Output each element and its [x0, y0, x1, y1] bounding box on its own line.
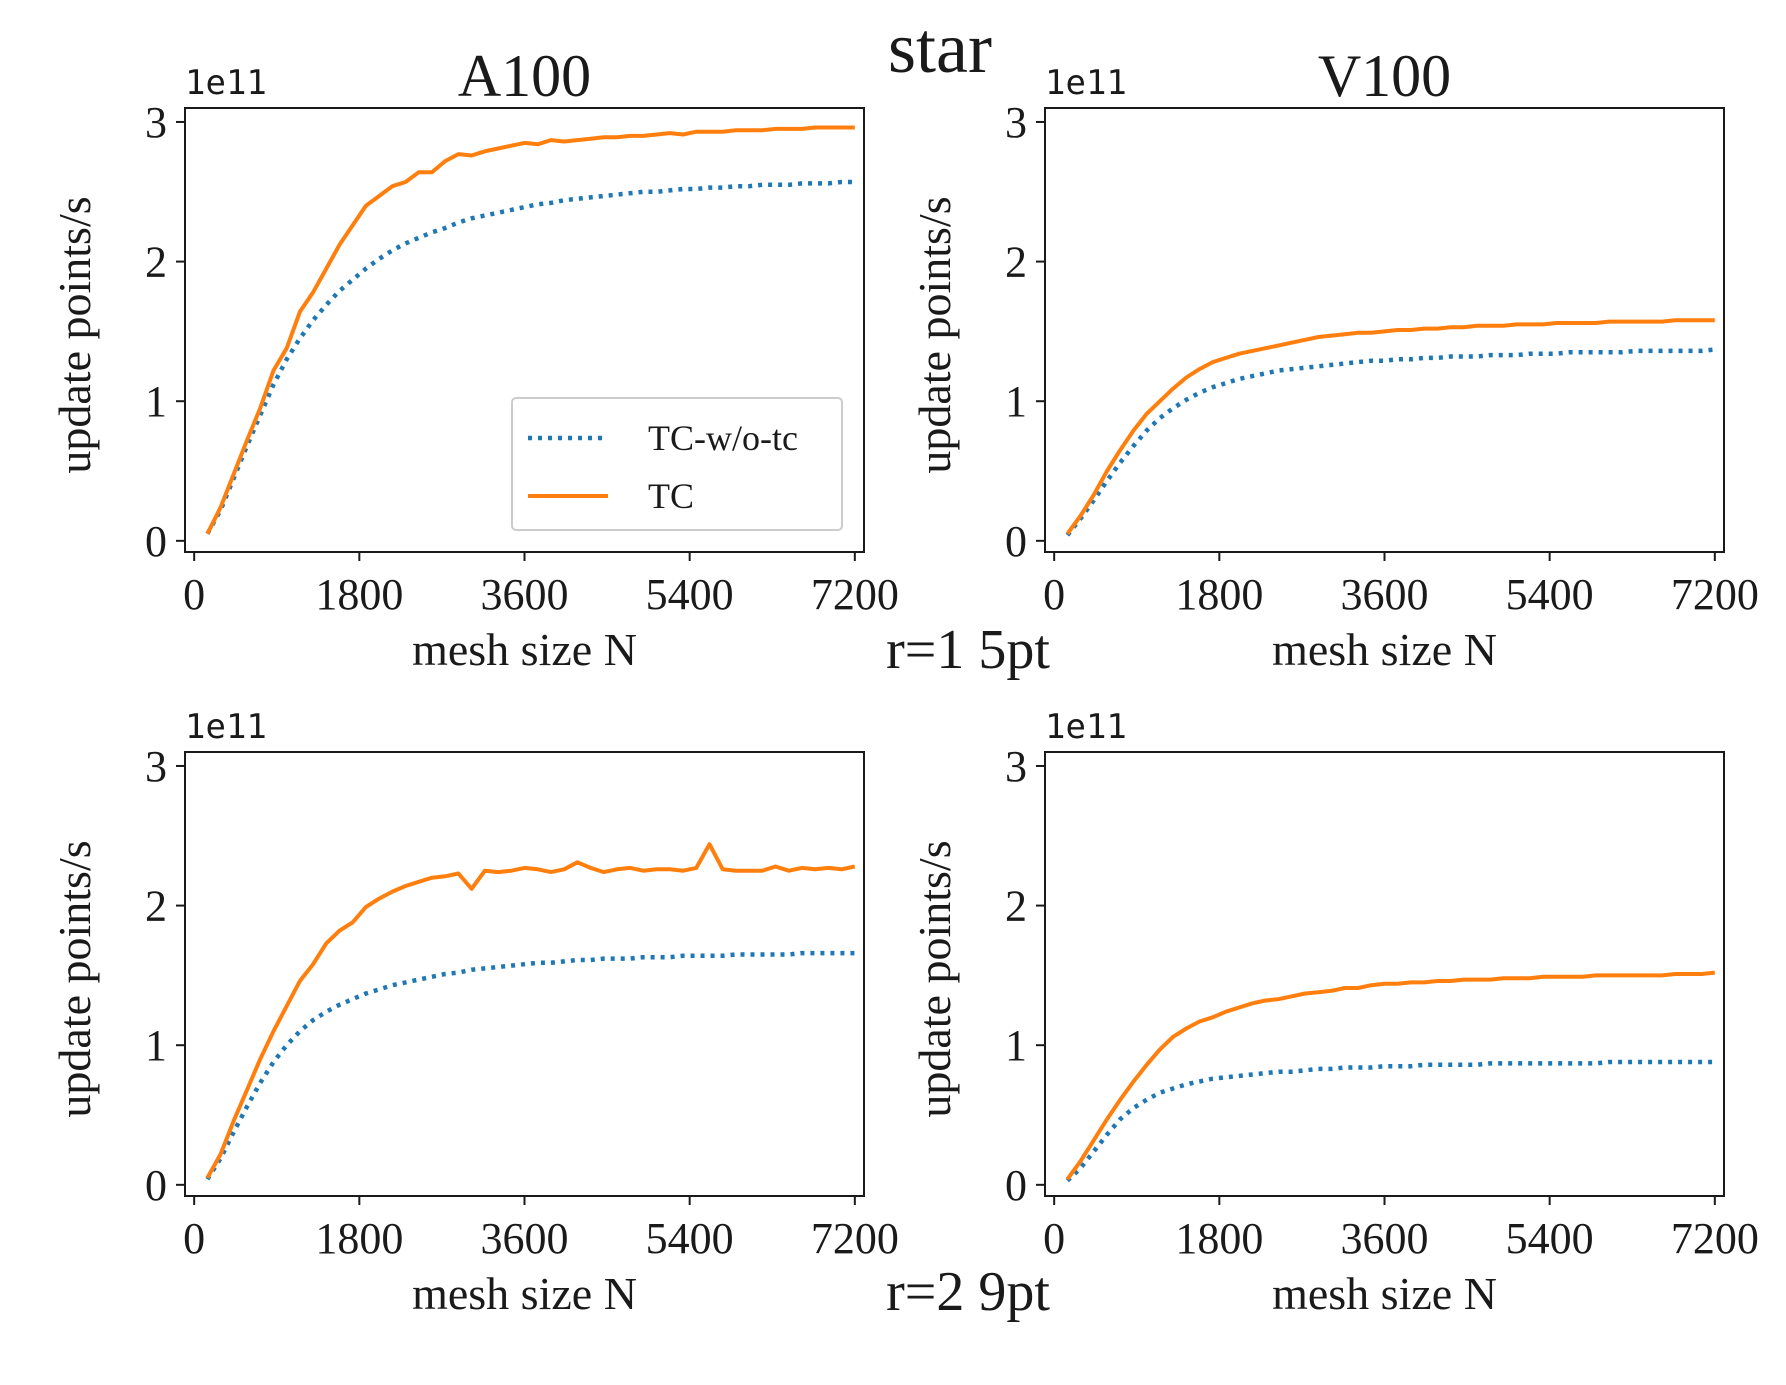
chart-4-series-tc-wo-tc-line [1065, 1059, 1715, 1183]
chart-1-y-axis-label: update points/s [49, 196, 100, 473]
chart-1: 0 1800 3600 5400 7200 0 1 2 3 mesh size N update p… [49, 43, 899, 675]
chart-3-y-tick-label: 3 [145, 742, 167, 791]
chart-4: 0 1800 3600 5400 7200 0 1 2 3 mesh size N update p… [909, 707, 1759, 1319]
chart-3: 0 1800 3600 5400 7200 0 1 2 3 mesh size N update p… [49, 707, 899, 1319]
chart-2-title: V100 [1318, 43, 1451, 109]
chart-1-y-tick-label: 2 [145, 238, 167, 287]
chart-2-y-tick-label: 1 [1005, 377, 1027, 426]
chart-3-x-tick-label: 7200 [811, 1214, 899, 1263]
chart-3-axes-frame [184, 751, 865, 1197]
chart-3-x-tick-label: 1800 [315, 1214, 403, 1263]
chart-2-y-tick-label: 0 [1005, 517, 1027, 566]
chart-4-y-tick-label: 1 [1005, 1021, 1027, 1070]
chart-3-x-tick-label: 3600 [481, 1214, 569, 1263]
chart-1-series-tc-line [205, 125, 855, 535]
chart-2-y-tick-label: 2 [1005, 238, 1027, 287]
chart-3-y-tick-label: 2 [145, 882, 167, 931]
chart-3-series-tc-wo-tc-line [205, 950, 855, 1181]
chart-2-offset-text: 1e11 [1045, 63, 1127, 103]
chart-1-x-tick-label: 0 [183, 570, 205, 619]
chart-3-x-tick-label: 0 [183, 1214, 205, 1263]
chart-4-y-tick-label: 2 [1005, 882, 1027, 931]
chart-3-x-axis-label: mesh size N [412, 1268, 637, 1319]
chart-1-offset-text: 1e11 [185, 63, 267, 103]
chart-4-x-tick-label: 1800 [1175, 1214, 1263, 1263]
chart-2-series-tc-line [1065, 318, 1715, 535]
chart-2-y-tick-label: 3 [1005, 98, 1027, 147]
chart-1-x-tick-label: 5400 [646, 570, 734, 619]
chart-4-x-axis-label: mesh size N [1272, 1268, 1497, 1319]
chart-3-x-tick-label: 5400 [646, 1214, 734, 1263]
chart-2-x-tick-label: 7200 [1671, 570, 1759, 619]
chart-1-title: A100 [458, 43, 591, 109]
chart-4-x-tick-label: 3600 [1341, 1214, 1429, 1263]
chart-1-legend-label-tc: TC [648, 476, 694, 516]
chart-panels: 0 1800 3600 5400 7200 0 1 2 3 mesh size N update p… [49, 43, 1759, 1319]
chart-3-series-tc-line [205, 842, 856, 1179]
chart-2-x-tick-label: 5400 [1506, 570, 1594, 619]
chart-4-offset-text: 1e11 [1045, 707, 1127, 747]
chart-1-x-tick-label: 1800 [315, 570, 403, 619]
chart-3-y-axis-label: update points/s [49, 840, 100, 1117]
chart-1-x-tick-label: 7200 [811, 570, 899, 619]
chart-4-x-tick-label: 0 [1043, 1214, 1065, 1263]
chart-3-y-tick-label: 0 [145, 1161, 167, 1210]
chart-1-y-tick-label: 0 [145, 517, 167, 566]
chart-2: 0 1800 3600 5400 7200 0 1 2 3 mesh size N update p… [909, 43, 1759, 675]
chart-1-x-tick-label: 3600 [481, 570, 569, 619]
chart-1-legend: TC-w/o-tc TC [511, 397, 843, 531]
chart-2-x-tick-label: 0 [1043, 570, 1065, 619]
chart-4-y-tick-label: 0 [1005, 1161, 1027, 1210]
chart-3-offset-text: 1e11 [185, 707, 267, 747]
chart-2-series-tc-wo-tc-line [1065, 347, 1716, 537]
chart-4-y-axis-label: update points/s [909, 840, 960, 1117]
chart-1-y-tick-label: 3 [145, 98, 167, 147]
chart-4-x-tick-label: 5400 [1506, 1214, 1594, 1263]
chart-3-y-tick-label: 1 [145, 1021, 167, 1070]
chart-2-x-tick-label: 1800 [1175, 570, 1263, 619]
chart-1-y-tick-label: 1 [145, 377, 167, 426]
chart-2-x-axis-label: mesh size N [1272, 624, 1497, 675]
chart-4-y-tick-label: 3 [1005, 742, 1027, 791]
row-label-1: r=1 5pt [886, 619, 1050, 681]
row-label-2: r=2 9pt [886, 1261, 1050, 1323]
chart-4-x-tick-label: 7200 [1671, 1214, 1759, 1263]
chart-1-legend-label-tc-wo-tc: TC-w/o-tc [648, 418, 798, 458]
chart-1-x-axis-label: mesh size N [412, 624, 637, 675]
chart-2-x-tick-label: 3600 [1341, 570, 1429, 619]
chart-2-y-axis-label: update points/s [909, 196, 960, 473]
chart-1-series-tc-wo-tc-line [205, 179, 855, 535]
chart-4-series-tc-line [1065, 970, 1716, 1181]
figure-title: star [888, 8, 992, 88]
